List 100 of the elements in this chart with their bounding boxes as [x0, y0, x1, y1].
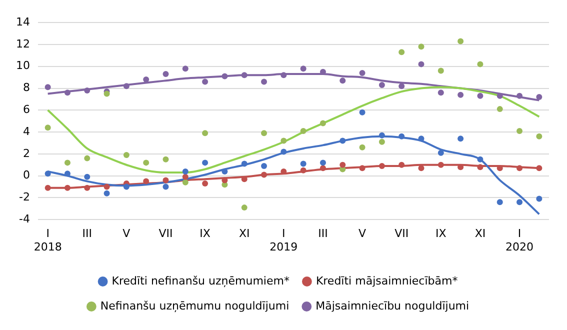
y-tick-label: 12 [16, 37, 30, 50]
point [418, 61, 424, 68]
point [162, 71, 169, 78]
point [280, 138, 287, 144]
point [64, 184, 70, 191]
y-tick-label: 6 [22, 103, 30, 116]
point [162, 156, 169, 162]
point [123, 152, 130, 158]
legend-label: Nefinanšu uzņēmumu noguldījumi [100, 299, 290, 312]
x-tick-label: I 2019 [270, 227, 298, 254]
point [359, 144, 366, 150]
point [44, 84, 51, 90]
point [202, 130, 208, 136]
point [202, 160, 208, 166]
point [536, 196, 542, 202]
point [418, 165, 424, 172]
point [438, 150, 444, 156]
point [378, 82, 385, 88]
point [261, 162, 268, 169]
point [182, 66, 188, 72]
point [300, 160, 306, 167]
point [477, 92, 484, 99]
point [536, 94, 542, 100]
point [64, 90, 70, 96]
line-series [46, 86, 540, 174]
point [182, 179, 188, 186]
point [84, 184, 90, 191]
point [359, 165, 366, 172]
point [418, 44, 424, 50]
x-tick-label: VII [158, 227, 173, 240]
point [378, 162, 385, 169]
point [516, 165, 523, 172]
point [458, 92, 464, 98]
point [477, 61, 484, 68]
point [261, 172, 268, 178]
point [162, 177, 169, 184]
point [300, 66, 306, 72]
y-tick-label: 0 [22, 168, 30, 182]
point [378, 138, 385, 145]
point [438, 90, 444, 96]
point [182, 168, 188, 174]
point [261, 78, 268, 85]
point [104, 184, 110, 190]
point [340, 138, 346, 144]
x-tick-label: VII [394, 227, 409, 240]
point [458, 38, 464, 44]
point [496, 92, 503, 99]
point [398, 83, 405, 90]
point [123, 184, 130, 190]
point [320, 120, 326, 126]
point [496, 199, 503, 206]
point [359, 109, 366, 116]
point [123, 83, 130, 90]
y-tick-label: 4 [22, 124, 30, 138]
point [477, 164, 484, 170]
y-tick-label: -4 [19, 212, 30, 226]
point [104, 190, 110, 196]
x-tick-label: III [318, 227, 328, 240]
point [516, 92, 523, 99]
point [162, 184, 169, 190]
y-tick-label: 2 [22, 146, 30, 160]
point [398, 49, 405, 56]
y-tick-label: 14 [16, 15, 30, 28]
x-tick-label: V [358, 227, 367, 240]
point [398, 162, 405, 168]
legend-label: Kredīti nefinanšu uzņēmumiem* [112, 274, 290, 288]
point [241, 160, 248, 167]
point [418, 136, 424, 142]
point [261, 130, 268, 136]
point [438, 162, 444, 168]
point [44, 170, 51, 177]
legend-label: Mājsaimniecību noguldījumi [316, 299, 470, 312]
point [378, 132, 385, 138]
point [64, 160, 70, 166]
y-tick-label: -2 [19, 190, 30, 204]
x-tick-label: XI [238, 227, 250, 240]
x-tick-label: IX [436, 227, 447, 240]
point [320, 165, 326, 172]
point [438, 68, 444, 74]
x-tick-label: IX [200, 227, 211, 240]
point [536, 133, 542, 140]
point [241, 72, 248, 78]
point [320, 160, 326, 166]
point [280, 148, 287, 155]
point [64, 170, 70, 177]
point [84, 87, 90, 94]
point [536, 165, 542, 172]
x-tick-label: I 2018 [34, 227, 62, 254]
point [300, 167, 306, 174]
point [477, 156, 484, 162]
point [222, 73, 228, 80]
point [84, 174, 90, 180]
x-tick-label: XI [474, 227, 486, 240]
point [340, 162, 346, 168]
point [202, 78, 208, 85]
y-tick-label: 8 [22, 81, 30, 94]
x-tick-label: V [122, 227, 131, 240]
y-tick-label: 10 [16, 59, 30, 72]
x-tick-label: I 2020 [506, 227, 534, 254]
point [280, 72, 287, 78]
